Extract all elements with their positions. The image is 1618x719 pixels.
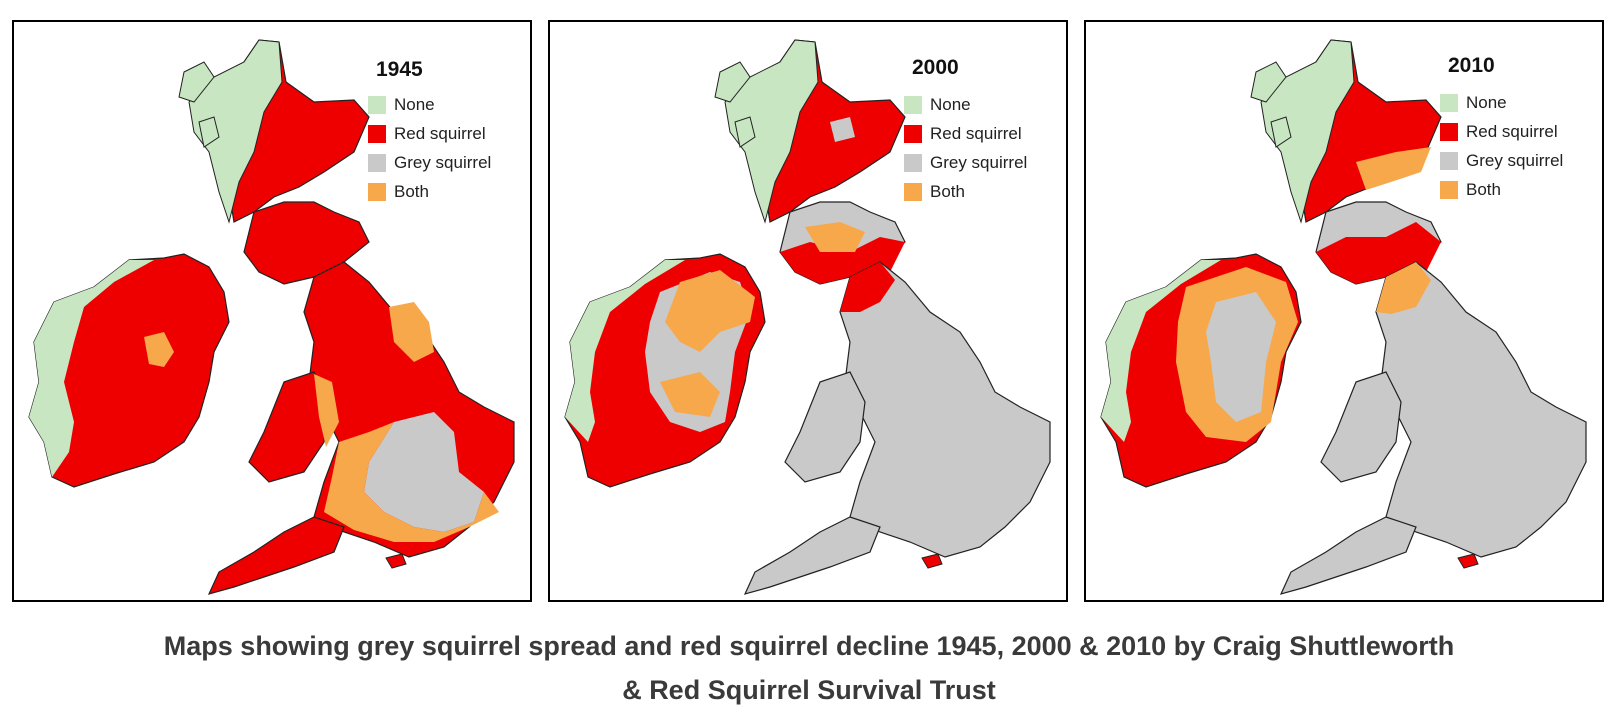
wales-region xyxy=(1320,371,1402,483)
scotland-south-both-patch xyxy=(805,222,865,252)
map-year-label: 2010 xyxy=(1448,54,1495,77)
legend-label: Both xyxy=(394,181,429,201)
legend-swatch-grey xyxy=(368,153,386,172)
map-1945 xyxy=(28,39,515,595)
england-east-both-patch xyxy=(389,302,434,362)
legend-item-grey: Grey squirrel xyxy=(904,148,1027,177)
england-grey-patch xyxy=(364,412,484,532)
ireland-grey-patch xyxy=(1206,292,1276,422)
legend-item-none: None xyxy=(904,90,1027,119)
ireland-west-none xyxy=(1101,260,1221,442)
legend-swatch-both xyxy=(368,182,386,201)
legend-label: None xyxy=(930,94,971,114)
wales-both-patch xyxy=(314,374,339,447)
legend-item-both: Both xyxy=(368,177,491,206)
legend-swatch-grey xyxy=(1440,151,1458,170)
legend-swatch-red xyxy=(904,124,922,143)
legend-item-none: None xyxy=(368,90,491,119)
wales-region xyxy=(784,371,866,483)
legend-swatch-grey xyxy=(904,153,922,172)
island-lewis xyxy=(178,61,215,103)
legend-label: None xyxy=(1466,92,1507,112)
legend-item-grey: Grey squirrel xyxy=(368,148,491,177)
ireland-both-patch xyxy=(144,332,174,367)
legend-label: None xyxy=(394,94,435,114)
scotland-both-patch xyxy=(1356,147,1431,190)
map-panel-2000: 2000 None Red squirrel Grey squirrel Bot… xyxy=(548,20,1068,602)
ireland-both-patch xyxy=(660,270,755,417)
legend-label: Red squirrel xyxy=(930,123,1022,143)
caption-line-2: & Red Squirrel Survival Trust xyxy=(622,675,996,705)
legend-label: Both xyxy=(1466,179,1501,199)
map-2010 xyxy=(1100,39,1587,595)
ireland-west-none xyxy=(29,260,154,477)
map-year-label: 1945 xyxy=(376,58,423,81)
legend-swatch-none xyxy=(368,95,386,114)
legend-item-both: Both xyxy=(904,177,1027,206)
scotland-west-none xyxy=(724,39,819,224)
map-panel-1945: 1945 None Red squirrel Grey squirrel Bot… xyxy=(12,20,532,602)
map-legend: None Red squirrel Grey squirrel Both xyxy=(904,90,1027,206)
legend-item-red: Red squirrel xyxy=(368,119,491,148)
legend-label: Red squirrel xyxy=(1466,121,1558,141)
legend-item-red: Red squirrel xyxy=(1440,117,1563,146)
legend-swatch-none xyxy=(1440,93,1458,112)
map-2000 xyxy=(564,39,1051,595)
legend-item-both: Both xyxy=(1440,175,1563,204)
legend-swatch-both xyxy=(1440,180,1458,199)
isle-of-wight xyxy=(1457,553,1479,569)
scotland-grey-patch xyxy=(830,117,855,142)
england-north-red-patch xyxy=(840,262,895,312)
isle-of-wight xyxy=(921,553,943,569)
legend-swatch-red xyxy=(368,124,386,143)
southwest-region xyxy=(1279,516,1417,595)
legend-swatch-red xyxy=(1440,122,1458,141)
caption-line-1: Maps showing grey squirrel spread and re… xyxy=(163,631,1455,661)
southwest-region xyxy=(207,516,345,595)
map-legend: None Red squirrel Grey squirrel Both xyxy=(1440,88,1563,204)
scotland-west-none xyxy=(1260,39,1355,224)
legend-item-none: None xyxy=(1440,88,1563,117)
legend-label: Grey squirrel xyxy=(930,152,1028,172)
legend-swatch-both xyxy=(904,182,922,201)
legend-label: Grey squirrel xyxy=(394,152,492,172)
island-lewis xyxy=(714,61,751,103)
isle-of-wight xyxy=(385,553,407,569)
figure-caption: Maps showing grey squirrel spread and re… xyxy=(0,624,1618,712)
ireland-west-none xyxy=(565,260,685,442)
southwest-region xyxy=(743,516,881,595)
england-both-patch xyxy=(324,422,499,542)
legend-label: Both xyxy=(930,181,965,201)
map-panel-2010: 2010 None Red squirrel Grey squirrel Bot… xyxy=(1084,20,1604,602)
legend-label: Grey squirrel xyxy=(1466,150,1564,170)
legend-label: Red squirrel xyxy=(394,123,486,143)
map-year-label: 2000 xyxy=(912,56,959,79)
legend-item-grey: Grey squirrel xyxy=(1440,146,1563,175)
island-skye xyxy=(1270,116,1292,148)
england-north-both-patch xyxy=(1376,262,1431,314)
island-lewis xyxy=(1250,61,1287,103)
map-legend: None Red squirrel Grey squirrel Both xyxy=(368,90,491,206)
scotland-south-region xyxy=(243,201,370,285)
island-skye xyxy=(198,116,220,148)
scotland-west-none xyxy=(188,39,283,224)
legend-swatch-none xyxy=(904,95,922,114)
legend-item-red: Red squirrel xyxy=(904,119,1027,148)
island-skye xyxy=(734,116,756,148)
